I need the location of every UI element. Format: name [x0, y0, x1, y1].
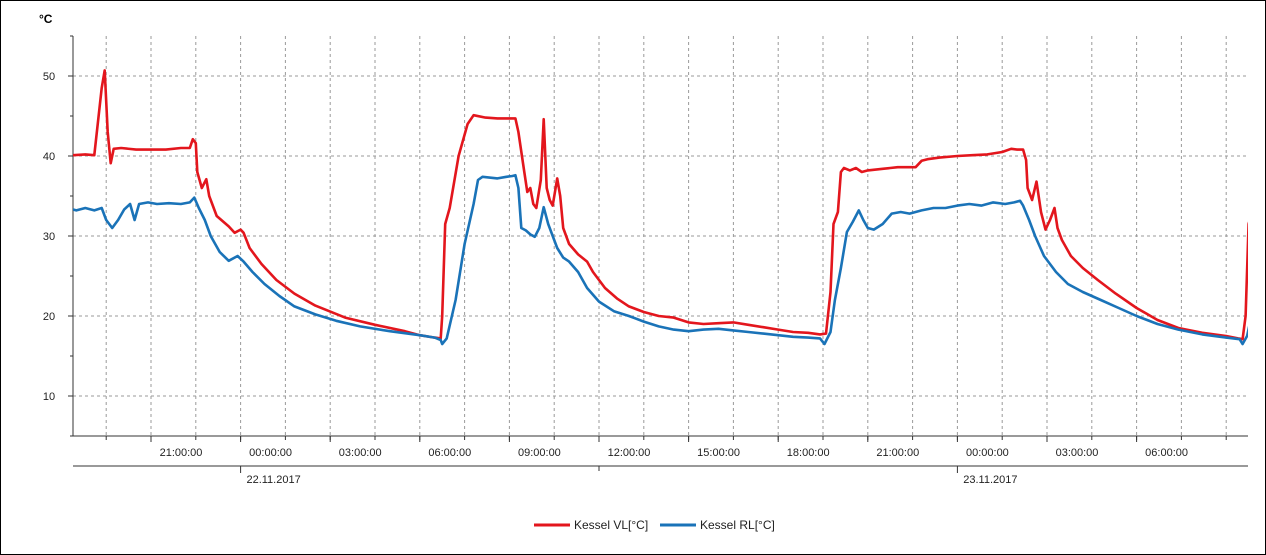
- legend-label: Kessel RL[°C]: [700, 518, 775, 532]
- grid-lines: [73, 36, 1248, 436]
- date-tick-label: 23.11.2017: [963, 474, 1017, 486]
- axes: [72, 36, 1248, 467]
- date-tick-label: 22.11.2017: [246, 474, 300, 486]
- x-tick-label: 21:00:00: [876, 447, 919, 459]
- y-unit-label: °C: [39, 12, 53, 26]
- x-tick-label: 12:00:00: [608, 447, 651, 459]
- x-tick-label: 06:00:00: [428, 447, 471, 459]
- x-tick-label: 00:00:00: [966, 447, 1009, 459]
- x-tick-label: 18:00:00: [787, 447, 830, 459]
- legend-label: Kessel VL[°C]: [574, 518, 648, 532]
- x-tick-label: 09:00:00: [518, 447, 561, 459]
- y-tick-label: 20: [43, 311, 55, 323]
- y-tick-label: 30: [43, 231, 55, 243]
- series-line-kessel-vl: [73, 69, 1248, 341]
- y-tick-label: 40: [43, 151, 55, 163]
- x-axis-ticks: 21:00:00 00:00:00 03:00:00 06:00:00 09:00:00…: [105, 436, 1227, 486]
- x-tick-label: 21:00:00: [160, 447, 203, 459]
- x-tick-label: 15:00:00: [697, 447, 740, 459]
- x-tick-label: 03:00:00: [339, 447, 382, 459]
- y-axis-ticks: 10 20 30 40 50: [43, 35, 73, 437]
- x-tick-label: 00:00:00: [249, 447, 292, 459]
- x-tick-label: 06:00:00: [1145, 447, 1188, 459]
- x-tick-label: 03:00:00: [1056, 447, 1099, 459]
- y-tick-label: 50: [43, 71, 55, 83]
- legend: Kessel VL[°C] Kessel RL[°C]: [534, 518, 775, 532]
- series-lines: [73, 69, 1248, 346]
- series-line-kessel-rl: [73, 173, 1248, 346]
- y-tick-label: 10: [43, 391, 55, 403]
